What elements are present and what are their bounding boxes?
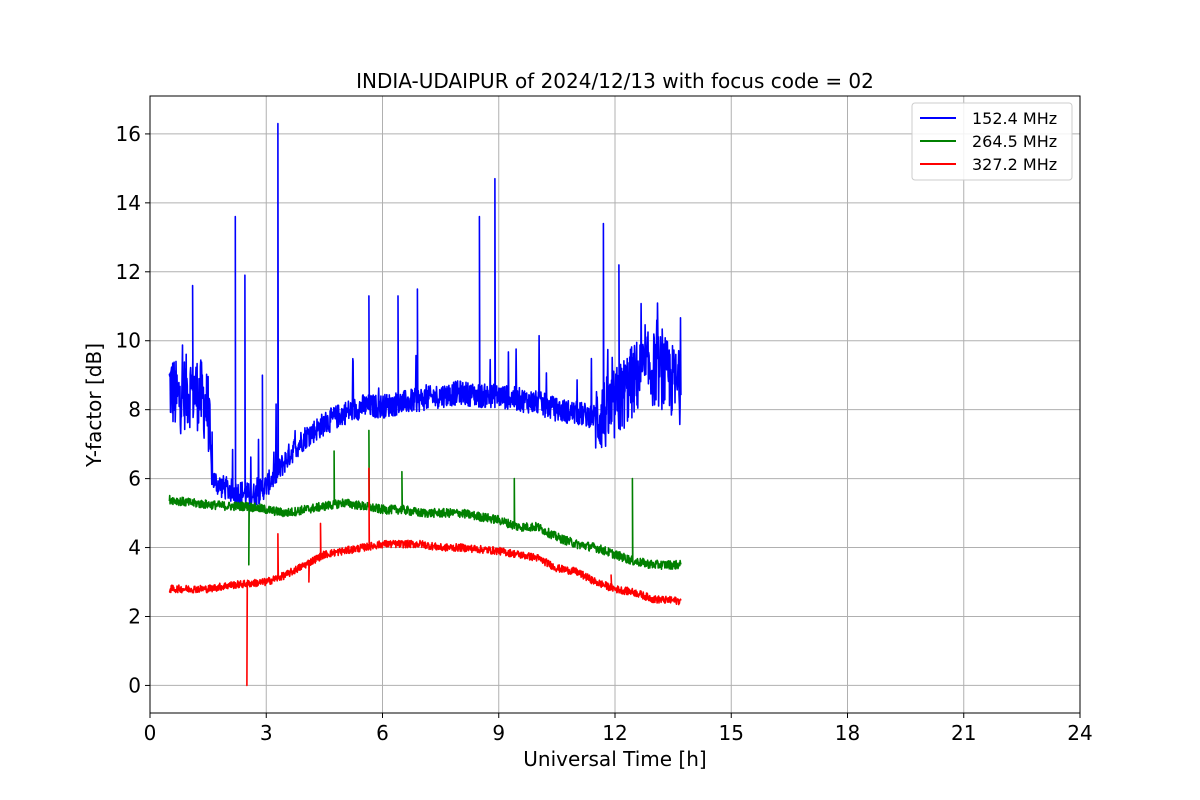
y-tick-label: 16	[116, 122, 141, 146]
x-tick-label: 6	[376, 721, 389, 745]
y-axis-ticks: 0 2 4 6 8 10 12 14 16	[116, 122, 150, 697]
y-axis-label: Y-factor [dB]	[82, 343, 106, 468]
series-line-3	[168, 467, 682, 687]
x-tick-label: 9	[492, 721, 505, 745]
series-line-1	[168, 122, 682, 506]
legend: 152.4 MHz 264.5 MHz 327.2 MHz	[911, 102, 1073, 181]
chart-title: INDIA-UDAIPUR of 2024/12/13 with focus c…	[356, 69, 874, 93]
y-tick-label: 14	[116, 191, 141, 215]
y-tick-label: 4	[128, 536, 141, 560]
y-tick-label: 0	[128, 673, 141, 697]
legend-box	[911, 102, 1073, 181]
x-tick-label: 12	[602, 721, 627, 745]
legend-label: 264.5 MHz	[972, 132, 1057, 151]
y-tick-label: 2	[128, 604, 141, 628]
legend-label: 152.4 MHz	[972, 109, 1057, 128]
y-tick-label: 8	[128, 398, 141, 422]
y-tick-label: 12	[116, 260, 141, 284]
x-axis-label: Universal Time [h]	[523, 747, 706, 771]
x-tick-label: 18	[835, 721, 860, 745]
x-tick-label: 21	[951, 721, 976, 745]
x-tick-label: 15	[719, 721, 744, 745]
y-tick-label: 6	[128, 467, 141, 491]
x-tick-label: 3	[260, 721, 273, 745]
y-tick-label: 10	[116, 329, 141, 353]
legend-label: 327.2 MHz	[972, 155, 1057, 174]
series-line-2	[168, 429, 682, 570]
x-axis-ticks: 0 3 6 9 12 15 18 21 24	[144, 713, 1093, 745]
series-layer	[168, 122, 682, 687]
x-tick-label: 24	[1067, 721, 1092, 745]
x-tick-label: 0	[144, 721, 157, 745]
